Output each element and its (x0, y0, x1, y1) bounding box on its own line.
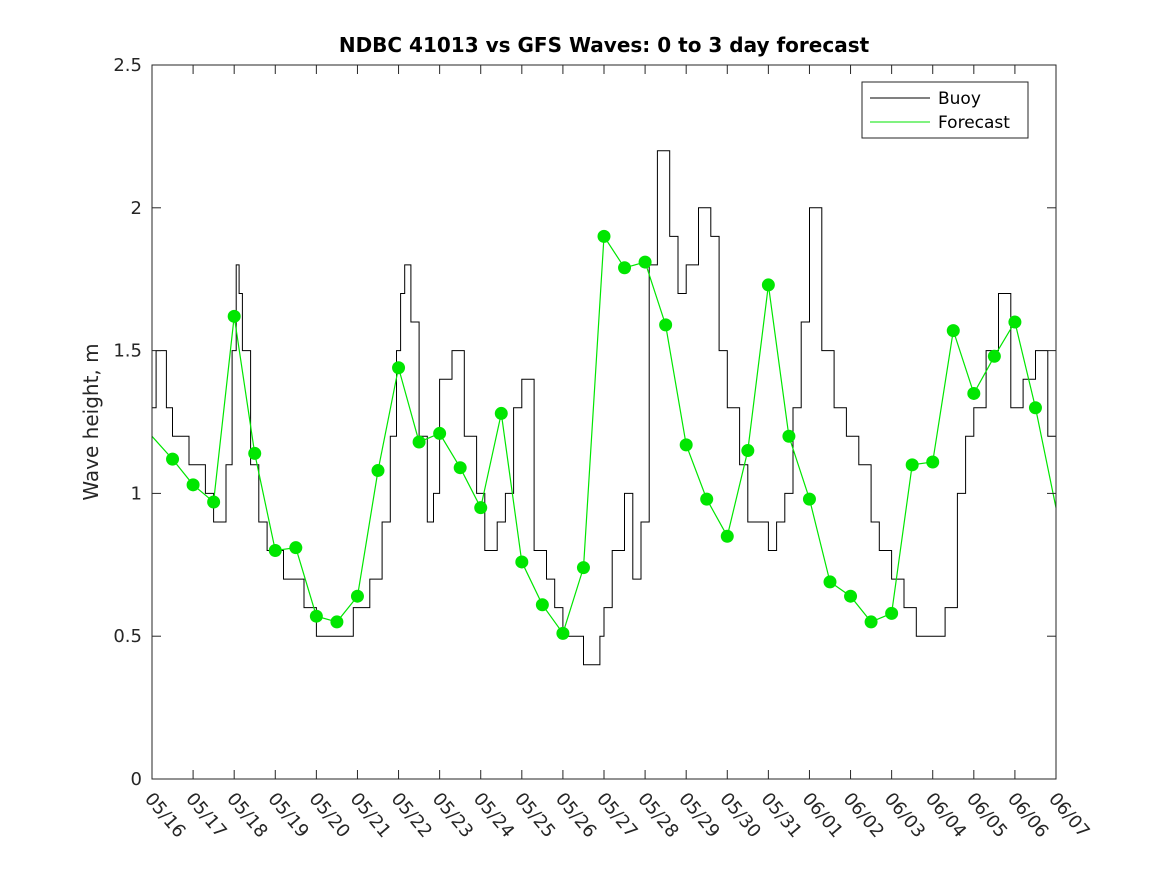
plot-area: 00.511.522.5 05/1605/1705/1805/1905/2005… (113, 55, 1093, 842)
x-tick-label: 05/23 (428, 789, 477, 842)
forecast-point (720, 529, 734, 543)
x-tick-label: 05/16 (140, 789, 189, 842)
forecast-point (207, 495, 221, 509)
x-tick-label: 06/03 (880, 789, 929, 842)
forecast-point (535, 598, 549, 612)
forecast-point (248, 446, 262, 460)
forecast-point (597, 229, 611, 243)
x-tick-label: 06/06 (1003, 789, 1052, 842)
y-tick-label: 1.5 (113, 341, 142, 362)
x-tick-label: 05/20 (305, 789, 354, 842)
forecast-point (392, 361, 406, 375)
plot-frame (151, 64, 1057, 780)
y-tick-label: 0.5 (113, 626, 142, 647)
forecast-point (453, 461, 467, 475)
x-tick-label: 06/04 (921, 789, 970, 842)
x-tick-label: 05/31 (757, 789, 806, 842)
series-line-forecast (151, 234, 1057, 635)
y-tick-label: 0 (131, 769, 142, 790)
forecast-point (1008, 315, 1022, 329)
x-tick-label: 05/17 (181, 789, 230, 842)
forecast-point (946, 324, 960, 338)
x-tick-label: 05/27 (592, 789, 641, 842)
forecast-point (412, 435, 426, 449)
forecast-point (844, 589, 858, 603)
x-tick-label: 06/01 (798, 789, 847, 842)
forecast-point (474, 501, 488, 515)
forecast-point (309, 609, 323, 623)
x-tick-label: 05/21 (346, 789, 395, 842)
y-axis: 0 0.5 1 1.5 2 2.5 (113, 55, 1056, 790)
forecast-point (1028, 401, 1042, 415)
forecast-point (987, 349, 1001, 363)
forecast-point (638, 255, 652, 269)
forecast-point (761, 278, 775, 292)
legend: Buoy Forecast (861, 81, 1029, 139)
forecast-point (576, 561, 590, 575)
forecast-point (433, 426, 447, 440)
forecast-point (679, 438, 693, 452)
forecast-point (350, 589, 364, 603)
x-tick-label: 05/18 (222, 789, 271, 842)
x-tick-label: 06/07 (1044, 789, 1093, 842)
series-line-buoy (152, 150, 1057, 666)
forecast-point (864, 615, 878, 629)
forecast-point (186, 478, 200, 492)
x-axis: 05/1605/1705/1805/1905/2005/2105/2205/23… (140, 65, 1094, 842)
forecast-point (494, 406, 508, 420)
forecast-point (802, 492, 816, 506)
forecast-point (289, 541, 303, 555)
x-tick-label: 05/26 (551, 789, 600, 842)
legend-box (861, 81, 1029, 139)
y-tick-label: 2 (131, 198, 142, 219)
forecast-point (782, 429, 796, 443)
series-layer (151, 150, 1057, 666)
x-tick-label: 05/19 (263, 789, 312, 842)
y-tick-label: 2.5 (113, 55, 142, 76)
forecast-point (515, 555, 529, 569)
forecast-point (659, 318, 673, 332)
y-tick-label: 1 (131, 483, 142, 504)
forecast-point (926, 455, 940, 469)
legend-label-forecast: Forecast (938, 113, 1010, 133)
legend-label-buoy: Buoy (938, 89, 981, 109)
x-tick-label: 05/28 (633, 789, 682, 842)
forecast-point (371, 464, 385, 478)
forecast-point (700, 492, 714, 506)
x-tick-label: 05/30 (715, 789, 764, 842)
forecast-point (741, 444, 755, 458)
forecast-point (556, 626, 570, 640)
forecast-point (618, 261, 632, 275)
x-tick-label: 05/29 (674, 789, 723, 842)
x-tick-label: 05/25 (510, 789, 559, 842)
forecast-point (905, 458, 919, 472)
y-axis-label: Wave height, m (79, 343, 103, 500)
chart-title: NDBC 41013 vs GFS Waves: 0 to 3 day fore… (339, 33, 870, 57)
forecast-point (227, 309, 241, 323)
forecast-point (967, 386, 981, 400)
x-tick-label: 06/02 (839, 789, 888, 842)
x-tick-label: 05/24 (469, 789, 518, 842)
forecast-point (823, 575, 837, 589)
forecast-point (885, 606, 899, 620)
x-tick-label: 06/05 (962, 789, 1011, 842)
forecast-point (166, 452, 180, 466)
x-tick-label: 05/22 (387, 789, 436, 842)
forecast-point (330, 615, 344, 629)
forecast-point (268, 544, 282, 558)
